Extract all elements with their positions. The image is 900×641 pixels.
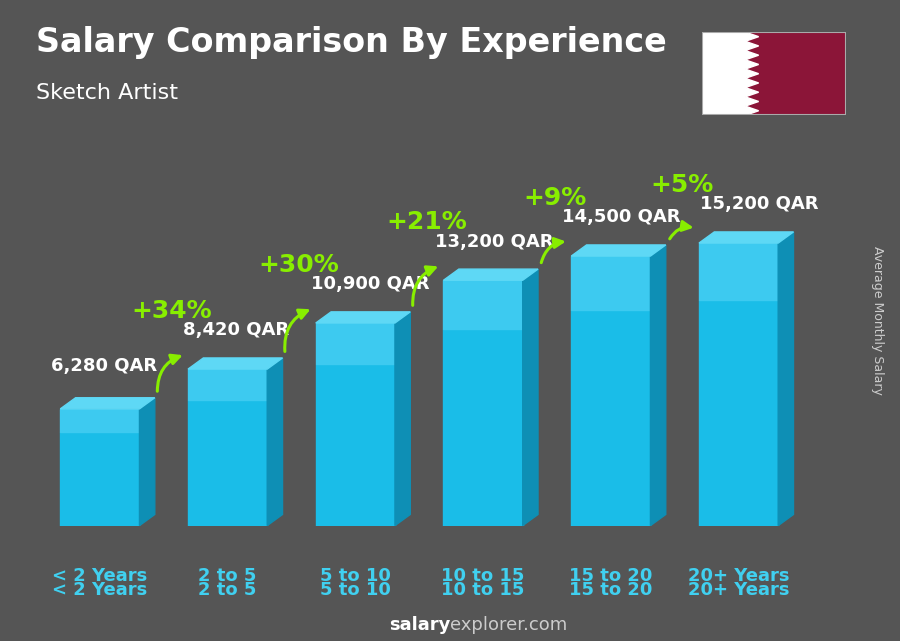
Text: +5%: +5% <box>651 172 714 197</box>
Text: < 2 Years: < 2 Years <box>52 581 148 599</box>
Text: < 2 Years: < 2 Years <box>52 567 148 585</box>
Polygon shape <box>60 397 155 409</box>
Polygon shape <box>267 358 283 526</box>
Bar <box>188 401 267 526</box>
Text: 2 to 5: 2 to 5 <box>198 567 256 585</box>
Text: 20+ Years: 20+ Years <box>688 567 789 585</box>
Bar <box>699 243 778 299</box>
Polygon shape <box>395 312 410 526</box>
Bar <box>316 323 395 363</box>
Text: Salary Comparison By Experience: Salary Comparison By Experience <box>36 26 667 58</box>
Text: 6,280 QAR: 6,280 QAR <box>51 358 158 376</box>
Text: 5 to 10: 5 to 10 <box>320 567 391 585</box>
Text: 15 to 20: 15 to 20 <box>569 581 652 599</box>
Text: 20+ Years: 20+ Years <box>688 581 789 599</box>
Text: 8,420 QAR: 8,420 QAR <box>183 321 289 339</box>
Text: 15 to 20: 15 to 20 <box>569 567 652 585</box>
Text: 13,200 QAR: 13,200 QAR <box>435 233 554 251</box>
Text: +21%: +21% <box>386 210 467 234</box>
Bar <box>60 409 140 432</box>
Bar <box>444 280 523 329</box>
Text: Sketch Artist: Sketch Artist <box>36 83 178 103</box>
Polygon shape <box>702 32 759 115</box>
Text: 10,900 QAR: 10,900 QAR <box>310 275 429 294</box>
Polygon shape <box>140 397 155 526</box>
Polygon shape <box>572 245 666 256</box>
Text: +34%: +34% <box>131 299 212 322</box>
Polygon shape <box>316 312 410 323</box>
Text: 10 to 15: 10 to 15 <box>441 581 525 599</box>
Text: 14,500 QAR: 14,500 QAR <box>562 208 680 226</box>
Bar <box>572 256 651 310</box>
Text: 10 to 15: 10 to 15 <box>441 567 525 585</box>
Text: 5 to 10: 5 to 10 <box>320 581 391 599</box>
Text: +30%: +30% <box>259 253 339 276</box>
Text: explorer.com: explorer.com <box>450 616 567 634</box>
Bar <box>188 369 267 401</box>
Text: 15,200 QAR: 15,200 QAR <box>700 196 819 213</box>
Bar <box>444 329 523 526</box>
Bar <box>699 299 778 526</box>
Text: +9%: +9% <box>523 186 586 210</box>
Bar <box>572 310 651 526</box>
Polygon shape <box>188 358 283 369</box>
Polygon shape <box>699 232 794 243</box>
Bar <box>60 432 140 526</box>
Polygon shape <box>444 269 538 280</box>
Polygon shape <box>778 232 794 526</box>
Polygon shape <box>651 245 666 526</box>
Text: Average Monthly Salary: Average Monthly Salary <box>871 246 884 395</box>
Bar <box>316 363 395 526</box>
Polygon shape <box>523 269 538 526</box>
Text: salary: salary <box>389 616 450 634</box>
Text: 2 to 5: 2 to 5 <box>198 581 256 599</box>
